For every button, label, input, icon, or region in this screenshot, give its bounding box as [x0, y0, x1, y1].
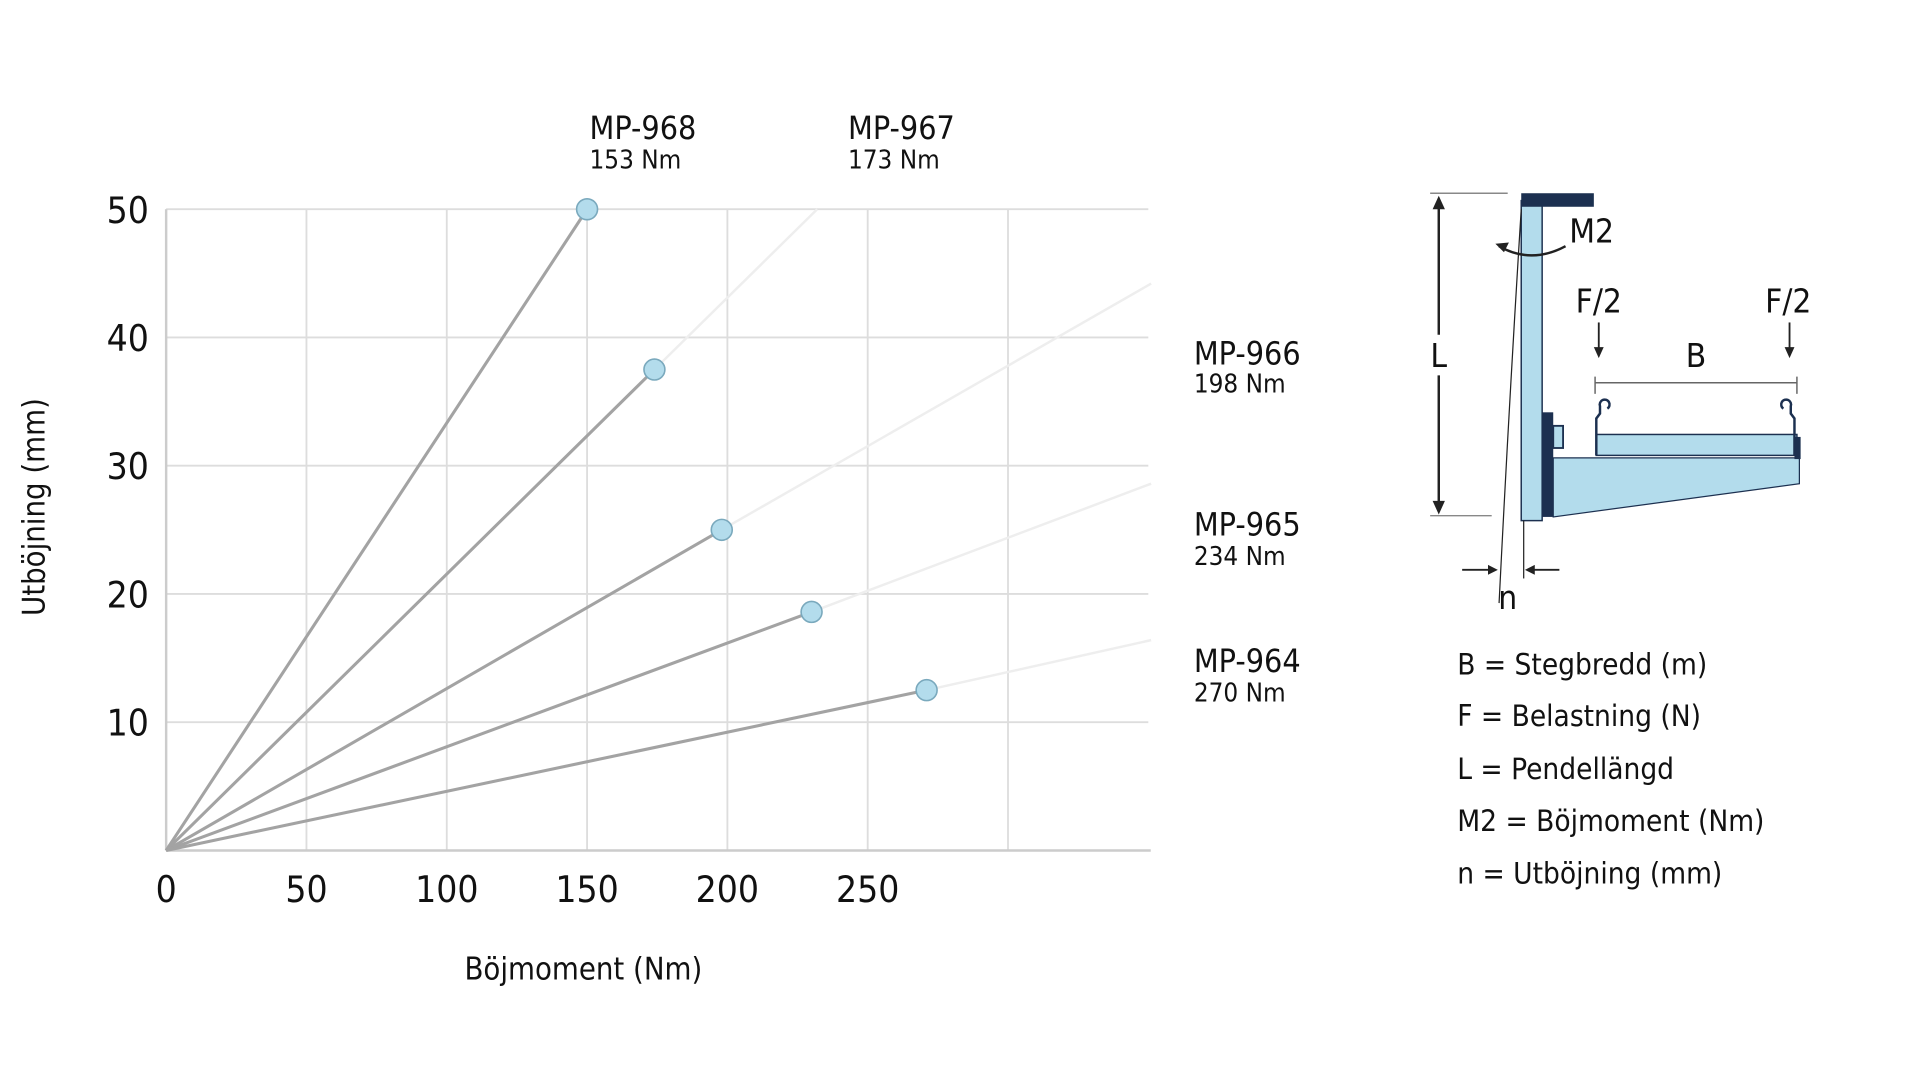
y-tick-label: 30: [107, 445, 149, 488]
x-tick-label: 150: [555, 868, 618, 911]
label-M2: M2: [1569, 211, 1614, 250]
legend-item: L = Pendellängd: [1457, 752, 1674, 786]
legend-item: B = Stegbredd (m): [1457, 647, 1707, 681]
series-name: MP-964: [1194, 642, 1301, 680]
tray-hook-right: [1780, 398, 1796, 456]
data-point: [575, 197, 599, 221]
tray-hook-left: [1595, 398, 1611, 456]
series-label-mp-965: MP-965 234 Nm: [1194, 505, 1301, 572]
grid: [166, 208, 1149, 851]
y-tick-label: 50: [107, 189, 149, 232]
series-extension-line: [926, 638, 1152, 692]
y-tick-label: 10: [107, 702, 149, 745]
bracket-arm: [1552, 457, 1800, 518]
label-B: B: [1686, 336, 1707, 375]
series-line: [165, 528, 723, 852]
series-line: [165, 368, 656, 852]
deflection-curve: [1498, 209, 1522, 604]
series-extension-line: [653, 208, 819, 371]
legend-item: F = Belastning (N): [1457, 699, 1701, 733]
series-moment: 173 Nm: [848, 146, 940, 176]
y-tick-label: 40: [107, 317, 149, 360]
deflection-arrows: [1462, 564, 1560, 575]
label-F-left: F/2: [1576, 282, 1622, 321]
series-name: MP-967: [848, 109, 955, 147]
series-moment: 234 Nm: [1194, 542, 1286, 572]
cable-tray: [1595, 433, 1798, 457]
y-tick-label: 20: [107, 574, 149, 617]
data-point: [643, 358, 666, 381]
data-point: [915, 678, 938, 702]
label-L: L: [1430, 336, 1447, 375]
series-moment: 153 Nm: [590, 146, 682, 176]
tray-end-clip: [1794, 436, 1801, 460]
series-line: [164, 208, 589, 852]
pendulum-column: [1520, 199, 1543, 522]
pendulum-bracket-diagram: L M2 F/2 F/2 B n: [1430, 192, 1811, 617]
x-axis-label: Böjmoment (Nm): [464, 952, 702, 988]
width-dimension: [1594, 376, 1798, 394]
series-extension-line: [811, 482, 1152, 614]
x-tick-label: 50: [285, 868, 327, 911]
series-points: [575, 197, 938, 702]
series-label-mp-967: MP-967 173 Nm: [848, 109, 955, 176]
series-label-mp-966: MP-966 198 Nm: [1194, 334, 1301, 399]
legend-item: M2 = Böjmoment (Nm): [1457, 804, 1764, 838]
series-moment: 270 Nm: [1194, 679, 1286, 709]
series-moment: 198 Nm: [1194, 370, 1286, 400]
label-F-right: F/2: [1765, 282, 1811, 321]
series-label-mp-964: MP-964 270 Nm: [1194, 642, 1301, 709]
legend-item: n = Utböjning (mm): [1457, 857, 1722, 891]
moment-arrowhead: [1495, 242, 1509, 253]
x-tick-label: 100: [415, 868, 478, 911]
series-extension-line: [721, 282, 1152, 531]
tick-labels: 0 50 100 150 200 250 10 20 30 40 50: [107, 189, 900, 911]
clamp-bolt: [1552, 424, 1564, 449]
x-tick-label: 0: [156, 868, 177, 911]
series-name: MP-966: [1194, 334, 1301, 372]
series-lines: [164, 208, 1152, 852]
ceiling-mount: [1521, 193, 1594, 207]
series-line: [165, 610, 813, 852]
series-line: [165, 688, 927, 852]
x-tick-label: 250: [836, 868, 899, 911]
legend: B = Stegbredd (m) F = Belastning (N) L =…: [1457, 647, 1764, 890]
series-name: MP-965: [1194, 505, 1301, 543]
force-arrows: [1593, 322, 1795, 359]
clamp-plate: [1542, 412, 1554, 517]
x-tick-label: 200: [696, 868, 759, 911]
series-name: MP-968: [590, 109, 697, 147]
data-point: [710, 518, 734, 542]
data-point: [800, 600, 823, 624]
label-n: n: [1498, 578, 1517, 617]
length-arrow: [1432, 195, 1445, 515]
series-label-mp-968: MP-968 153 Nm: [590, 109, 697, 176]
axes: [164, 209, 1151, 852]
y-axis-label: Utböjning (mm): [16, 398, 52, 616]
